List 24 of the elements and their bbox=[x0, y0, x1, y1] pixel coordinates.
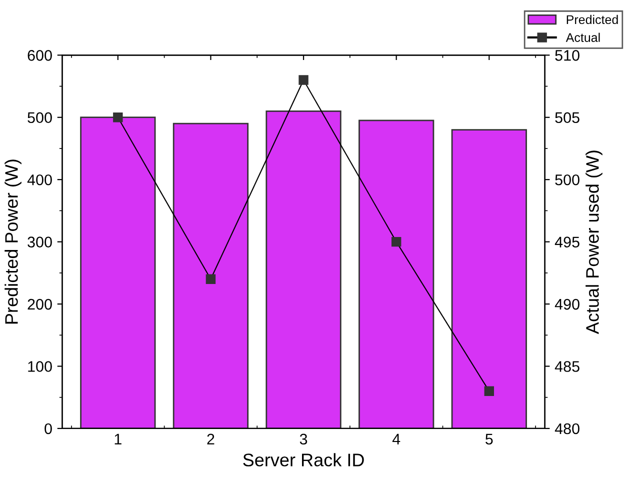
legend-label: Predicted bbox=[566, 14, 618, 24]
x-tick-label: 5 bbox=[486, 434, 493, 445]
x-tick-label: 3 bbox=[300, 434, 308, 445]
y2-tick-label: 505 bbox=[555, 112, 580, 124]
y2-tick-label: 485 bbox=[554, 361, 580, 372]
y2-tick-label: 510 bbox=[555, 50, 580, 61]
y-tick-label: 100 bbox=[28, 361, 52, 372]
y-tick-label: 400 bbox=[27, 174, 52, 186]
y-tick-label: 600 bbox=[28, 50, 52, 61]
y-tick-label: 300 bbox=[28, 236, 52, 248]
y2-tick-label: 495 bbox=[554, 236, 580, 248]
x-axis-title: Server Rack ID bbox=[243, 453, 364, 466]
y-tick-label: 500 bbox=[28, 112, 52, 124]
x-tick-label: 2 bbox=[207, 434, 214, 444]
y2-tick-label: 500 bbox=[555, 174, 580, 186]
y-tick-label: 0 bbox=[44, 423, 52, 434]
y2-tick-label: 480 bbox=[554, 423, 580, 434]
y-axis-title: Predicted Power (W) bbox=[4, 160, 22, 324]
x-tick-label: 1 bbox=[114, 434, 122, 444]
y2-axis-title: Actual Power used (W) bbox=[586, 150, 602, 334]
x-tick-label: 4 bbox=[392, 434, 400, 444]
legend-label: Actual bbox=[566, 32, 600, 42]
y2-tick-label: 490 bbox=[554, 298, 580, 310]
y-tick-label: 200 bbox=[28, 298, 52, 310]
